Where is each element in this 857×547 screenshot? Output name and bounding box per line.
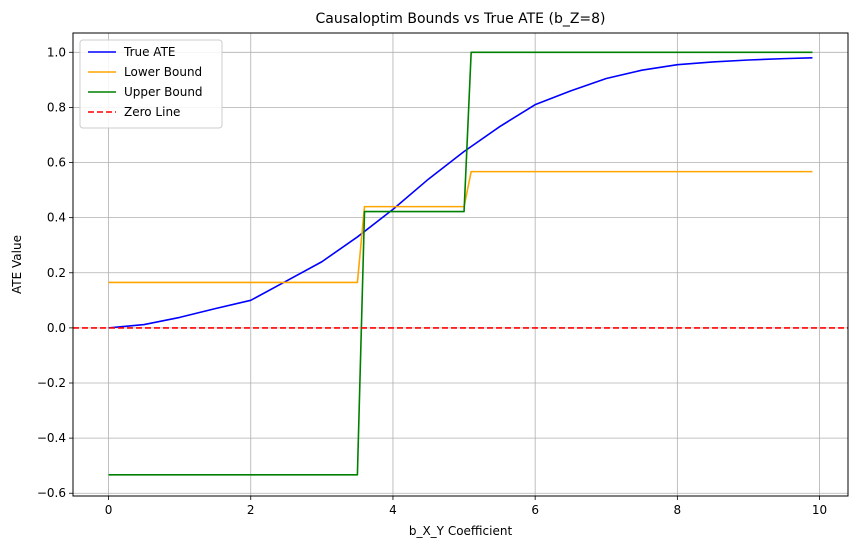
y-tick-label: 0.4 — [47, 211, 66, 225]
series-line-lower-bound — [108, 170, 813, 284]
series-lines — [73, 51, 848, 476]
plot-frame — [72, 32, 849, 497]
series-line-upper-bound — [108, 51, 813, 476]
legend-box — [79, 39, 223, 129]
x-tick-label: 10 — [812, 503, 827, 517]
grid — [73, 33, 848, 496]
legend-label: Zero Line — [124, 105, 180, 119]
y-tick-label: −0.6 — [37, 486, 66, 500]
x-tick-label: 4 — [389, 503, 397, 517]
series-line-true-ate — [108, 57, 813, 329]
x-axis-label: b_X_Y Coefficient — [409, 524, 513, 538]
chart-title: Causaloptim Bounds vs True ATE (b_Z=8) — [315, 11, 605, 27]
y-tick-label: −0.4 — [37, 431, 66, 445]
legend-label: Upper Bound — [124, 85, 203, 99]
x-tick-label: 2 — [247, 503, 255, 517]
y-tick-label: 0.2 — [47, 266, 66, 280]
y-axis-label: ATE Value — [10, 235, 24, 294]
y-tick-label: 0.6 — [47, 156, 66, 170]
x-tick-label: 6 — [531, 503, 539, 517]
y-tick-label: 1.0 — [47, 45, 66, 59]
y-tick-label: 0.0 — [47, 321, 66, 335]
x-tick-label: 0 — [105, 503, 113, 517]
y-tick-label: 0.8 — [47, 100, 66, 114]
legend-label: Lower Bound — [124, 65, 202, 79]
y-tick-label: −0.2 — [37, 376, 66, 390]
legend-label: True ATE — [123, 45, 176, 59]
x-tick-label: 8 — [674, 503, 682, 517]
ticks: 0 2 4 6 8 10 −0.6 −0.4 −0.2 0.0 0.2 0.4 0.6 0.8 1.0 — [37, 45, 827, 517]
legend: True ATE Lower Bound Upper Bound Zero Line — [79, 39, 223, 129]
